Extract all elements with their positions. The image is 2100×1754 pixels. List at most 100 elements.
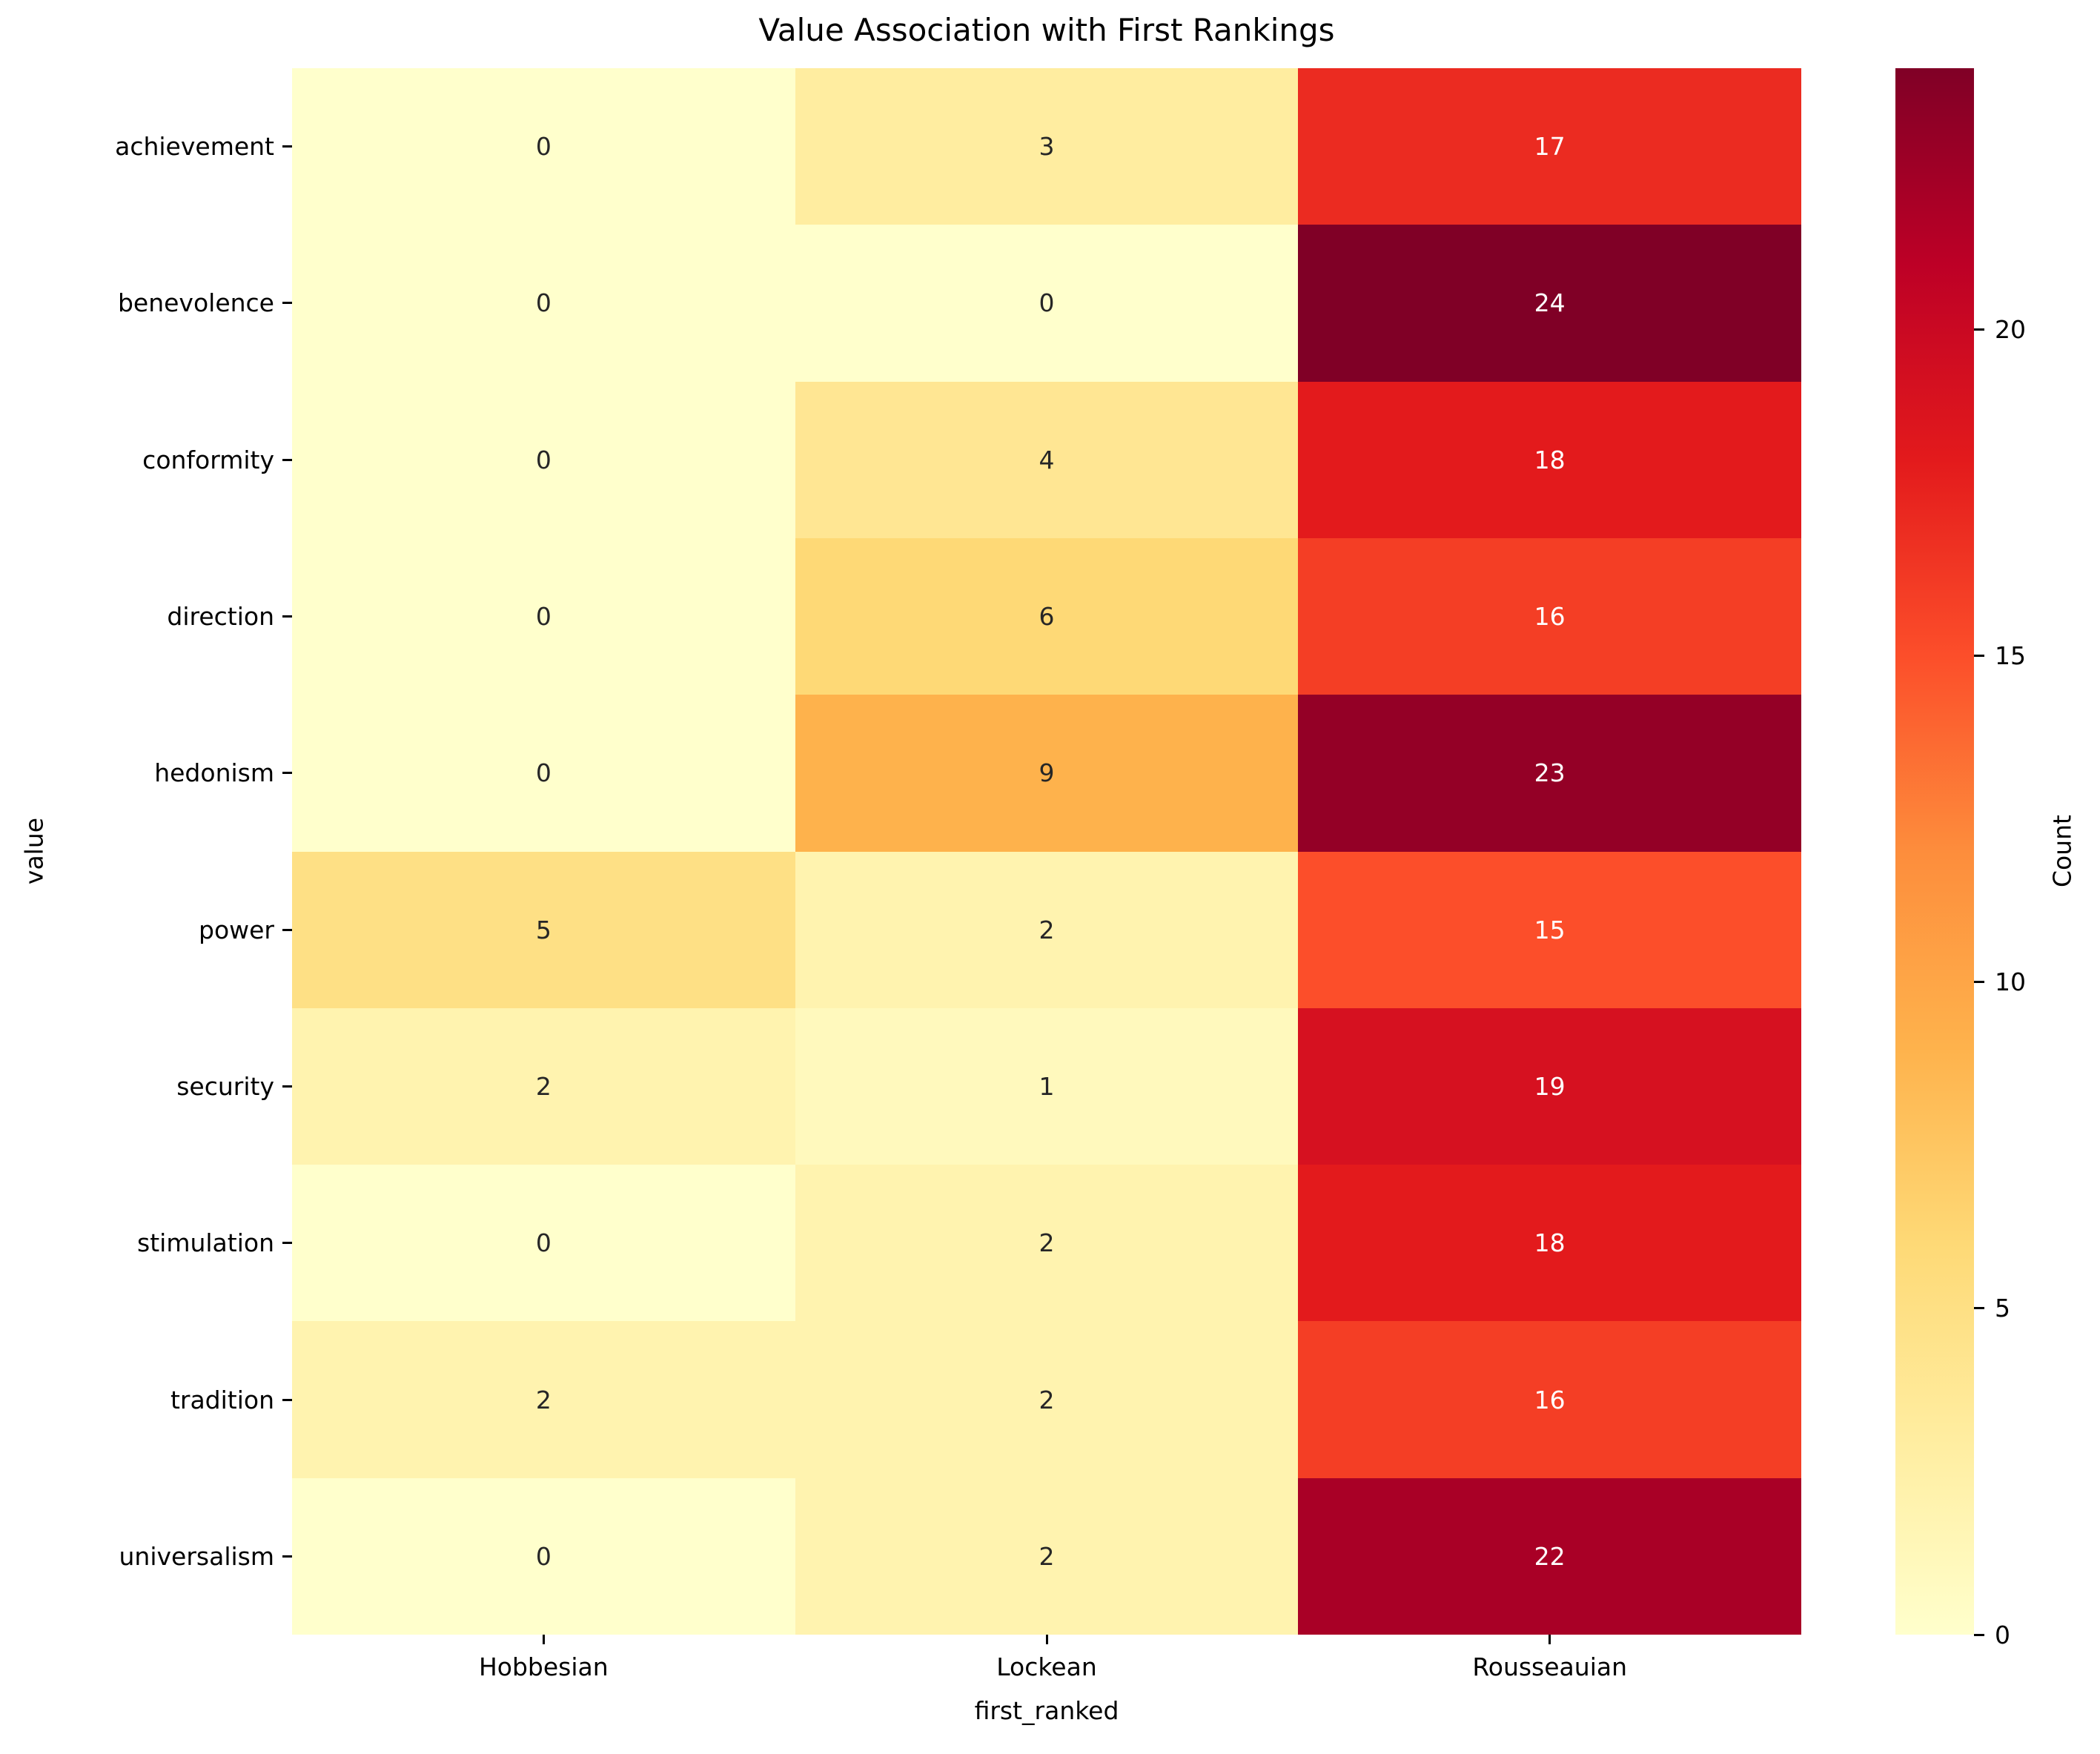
cell-annotation: 24 — [1534, 288, 1566, 318]
cell-annotation: 18 — [1534, 1228, 1566, 1258]
x-tick-label: Rousseauian — [1472, 1652, 1627, 1681]
heatmap-cell: 22 — [1298, 1477, 1801, 1635]
colorbar-tick-mark — [1974, 1307, 1984, 1310]
heatmap-cell: 0 — [292, 1165, 795, 1322]
cell-annotation: 0 — [1039, 288, 1055, 318]
colorbar-tick-label: 5 — [1995, 1294, 2010, 1323]
heatmap-cell: 0 — [292, 537, 795, 695]
x-tick-label: Lockean — [996, 1652, 1097, 1681]
heatmap-cell: 0 — [292, 68, 795, 225]
heatmap-cell: 18 — [1298, 381, 1801, 538]
x-tick-mark — [1045, 1635, 1048, 1644]
cell-annotation: 2 — [1039, 915, 1055, 944]
heatmap-cell: 2 — [292, 1321, 795, 1478]
cell-annotation: 16 — [1534, 1385, 1566, 1414]
y-tick-mark — [282, 1085, 292, 1088]
heatmap-cell: 1 — [795, 1007, 1299, 1165]
y-tick-mark — [282, 1242, 292, 1245]
y-tick-label: power — [199, 915, 274, 944]
heatmap-cell: 16 — [1298, 537, 1801, 695]
heatmap-cell: 24 — [1298, 225, 1801, 382]
x-tick-label: Hobbesian — [478, 1652, 609, 1681]
cell-annotation: 9 — [1039, 758, 1055, 788]
cell-annotation: 0 — [535, 1541, 552, 1571]
cell-annotation: 2 — [535, 1385, 552, 1414]
colorbar-tick-label: 10 — [1995, 967, 2026, 997]
heatmap-cell: 6 — [795, 537, 1299, 695]
y-tick-mark — [282, 772, 292, 775]
heatmap-cell: 2 — [292, 1007, 795, 1165]
heatmap-cell: 0 — [292, 1477, 795, 1635]
cell-annotation: 4 — [1039, 445, 1055, 474]
cell-annotation: 0 — [535, 132, 552, 162]
y-tick-mark — [282, 145, 292, 148]
x-tick-mark — [542, 1635, 545, 1644]
y-tick-mark — [282, 302, 292, 305]
chart-title: Value Association with First Rankings — [758, 12, 1335, 48]
y-tick-mark — [282, 1398, 292, 1401]
heatmap-cell: 2 — [795, 1165, 1299, 1322]
cell-annotation: 15 — [1534, 915, 1566, 944]
cell-annotation: 1 — [1039, 1071, 1055, 1101]
colorbar-tick-mark — [1974, 328, 1984, 331]
colorbar-tick-mark — [1974, 981, 1984, 984]
y-tick-label: achievement — [115, 132, 274, 162]
colorbar-tick-label: 15 — [1995, 641, 2026, 670]
y-tick-label: stimulation — [137, 1228, 274, 1258]
heatmap-cell: 16 — [1298, 1321, 1801, 1478]
colorbar-tick-label: 0 — [1995, 1620, 2010, 1649]
y-tick-mark — [282, 928, 292, 931]
colorbar-label: Count — [2047, 814, 2077, 888]
heatmap-grid: 0 3 17 0 0 24 0 4 18 0 6 16 0 9 23 5 2 15 2 1 19 0 2 18 2 2 16 0 2 22 — [292, 68, 1801, 1635]
heatmap-cell: 3 — [795, 68, 1299, 225]
y-tick-mark — [282, 458, 292, 461]
x-axis-label: first_ranked — [974, 1696, 1119, 1725]
cell-annotation: 2 — [535, 1071, 552, 1101]
heatmap-cell: 2 — [795, 851, 1299, 1008]
cell-annotation: 0 — [535, 288, 552, 318]
cell-annotation: 23 — [1534, 758, 1566, 788]
y-tick-label: conformity — [142, 445, 274, 474]
heatmap-cell: 18 — [1298, 1165, 1801, 1322]
y-tick-label: hedonism — [154, 758, 274, 788]
heatmap-cell: 2 — [795, 1477, 1299, 1635]
cell-annotation: 22 — [1534, 1541, 1566, 1571]
y-tick-label: tradition — [170, 1385, 274, 1414]
cell-annotation: 17 — [1534, 132, 1566, 162]
cell-annotation: 3 — [1039, 132, 1055, 162]
heatmap-cell: 15 — [1298, 851, 1801, 1008]
y-tick-label: direction — [167, 602, 274, 632]
cell-annotation: 5 — [535, 915, 552, 944]
cell-annotation: 0 — [535, 602, 552, 632]
y-tick-label: benevolence — [117, 288, 274, 318]
colorbar-tick-mark — [1974, 654, 1984, 657]
cell-annotation: 2 — [1039, 1228, 1055, 1258]
y-tick-label: universalism — [119, 1541, 275, 1571]
heatmap-cell: 4 — [795, 381, 1299, 538]
heatmap-cell: 0 — [795, 225, 1299, 382]
cell-annotation: 0 — [535, 758, 552, 788]
y-tick-label: security — [176, 1071, 274, 1101]
colorbar-tick-mark — [1974, 1633, 1984, 1636]
cell-annotation: 0 — [535, 445, 552, 474]
colorbar — [1895, 68, 1974, 1635]
heatmap-cell: 2 — [795, 1321, 1299, 1478]
heatmap-cell: 0 — [292, 225, 795, 382]
heatmap-cell: 17 — [1298, 68, 1801, 225]
heatmap-cell: 23 — [1298, 695, 1801, 852]
cell-annotation: 0 — [535, 1228, 552, 1258]
y-tick-mark — [282, 1555, 292, 1558]
cell-annotation: 6 — [1039, 602, 1055, 632]
heatmap-cell: 19 — [1298, 1007, 1801, 1165]
heatmap-cell: 5 — [292, 851, 795, 1008]
heatmap-cell: 9 — [795, 695, 1299, 852]
cell-annotation: 19 — [1534, 1071, 1566, 1101]
cell-annotation: 2 — [1039, 1385, 1055, 1414]
x-tick-mark — [1548, 1635, 1551, 1644]
cell-annotation: 2 — [1039, 1541, 1055, 1571]
cell-annotation: 16 — [1534, 602, 1566, 632]
cell-annotation: 18 — [1534, 445, 1566, 474]
heatmap-cell: 0 — [292, 381, 795, 538]
colorbar-tick-label: 20 — [1995, 314, 2026, 344]
